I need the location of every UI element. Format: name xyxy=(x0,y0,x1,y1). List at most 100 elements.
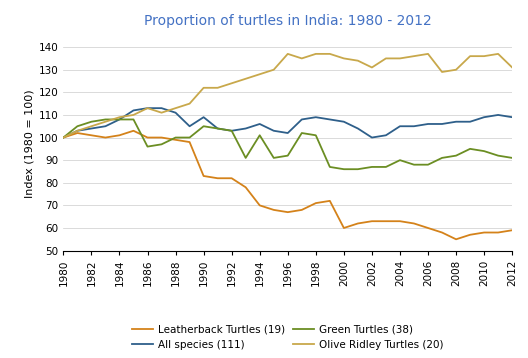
All species (111) xyxy=(439,122,445,126)
All species (111) xyxy=(74,129,81,133)
Green Turtles (38) xyxy=(102,117,109,122)
Leatherback Turtles (19) xyxy=(439,230,445,234)
Olive Ridley Turtles (20) xyxy=(60,135,67,140)
Green Turtles (38) xyxy=(60,135,67,140)
Olive Ridley Turtles (20) xyxy=(383,56,389,61)
Green Turtles (38) xyxy=(74,124,81,129)
All species (111) xyxy=(383,133,389,137)
Olive Ridley Turtles (20) xyxy=(173,106,179,110)
Olive Ridley Turtles (20) xyxy=(509,65,515,69)
Y-axis label: Index (1980 = 100): Index (1980 = 100) xyxy=(25,89,34,198)
All species (111) xyxy=(327,117,333,122)
Olive Ridley Turtles (20) xyxy=(270,68,277,72)
Olive Ridley Turtles (20) xyxy=(439,70,445,74)
All species (111) xyxy=(242,126,249,131)
Olive Ridley Turtles (20) xyxy=(144,106,150,110)
Leatherback Turtles (19) xyxy=(355,221,361,226)
All species (111) xyxy=(130,108,137,112)
Leatherback Turtles (19) xyxy=(60,135,67,140)
All species (111) xyxy=(369,135,375,140)
All species (111) xyxy=(467,120,473,124)
Green Turtles (38) xyxy=(397,158,403,162)
Green Turtles (38) xyxy=(144,144,150,149)
Green Turtles (38) xyxy=(313,133,319,137)
Leatherback Turtles (19) xyxy=(186,140,193,144)
Olive Ridley Turtles (20) xyxy=(425,52,431,56)
Leatherback Turtles (19) xyxy=(229,176,235,180)
Olive Ridley Turtles (20) xyxy=(467,54,473,58)
Green Turtles (38) xyxy=(116,117,122,122)
All species (111) xyxy=(229,129,235,133)
Leatherback Turtles (19) xyxy=(201,174,207,178)
All species (111) xyxy=(88,126,95,131)
Green Turtles (38) xyxy=(214,126,221,131)
Green Turtles (38) xyxy=(299,131,305,135)
Leatherback Turtles (19) xyxy=(509,228,515,232)
Leatherback Turtles (19) xyxy=(467,233,473,237)
Leatherback Turtles (19) xyxy=(74,131,81,135)
Olive Ridley Turtles (20) xyxy=(257,72,263,76)
All species (111) xyxy=(158,106,165,110)
Olive Ridley Turtles (20) xyxy=(341,56,347,61)
Green Turtles (38) xyxy=(242,156,249,160)
Green Turtles (38) xyxy=(453,154,459,158)
All species (111) xyxy=(397,124,403,129)
Olive Ridley Turtles (20) xyxy=(229,81,235,86)
Green Turtles (38) xyxy=(270,156,277,160)
Leatherback Turtles (19) xyxy=(173,138,179,142)
Title: Proportion of turtles in India: 1980 - 2012: Proportion of turtles in India: 1980 - 2… xyxy=(144,14,431,28)
Green Turtles (38) xyxy=(88,120,95,124)
All species (111) xyxy=(425,122,431,126)
Green Turtles (38) xyxy=(130,117,137,122)
Olive Ridley Turtles (20) xyxy=(355,58,361,63)
Leatherback Turtles (19) xyxy=(369,219,375,223)
Green Turtles (38) xyxy=(369,165,375,169)
All species (111) xyxy=(60,135,67,140)
Green Turtles (38) xyxy=(327,165,333,169)
Legend: Leatherback Turtles (19), All species (111), Green Turtles (38), Olive Ridley Tu: Leatherback Turtles (19), All species (1… xyxy=(132,325,444,350)
All species (111) xyxy=(102,124,109,129)
Leatherback Turtles (19) xyxy=(425,226,431,230)
Olive Ridley Turtles (20) xyxy=(158,111,165,115)
Leatherback Turtles (19) xyxy=(495,230,501,234)
Line: Green Turtles (38): Green Turtles (38) xyxy=(63,120,512,169)
Line: Olive Ridley Turtles (20): Olive Ridley Turtles (20) xyxy=(63,54,512,137)
Green Turtles (38) xyxy=(229,129,235,133)
Leatherback Turtles (19) xyxy=(481,230,487,234)
All species (111) xyxy=(214,126,221,131)
Leatherback Turtles (19) xyxy=(242,185,249,189)
Green Turtles (38) xyxy=(467,147,473,151)
Leatherback Turtles (19) xyxy=(144,135,150,140)
All species (111) xyxy=(116,117,122,122)
All species (111) xyxy=(201,115,207,119)
Green Turtles (38) xyxy=(158,142,165,146)
Olive Ridley Turtles (20) xyxy=(242,77,249,81)
Green Turtles (38) xyxy=(355,167,361,171)
Olive Ridley Turtles (20) xyxy=(369,65,375,69)
Green Turtles (38) xyxy=(285,154,291,158)
All species (111) xyxy=(509,115,515,119)
All species (111) xyxy=(186,124,193,129)
Green Turtles (38) xyxy=(186,135,193,140)
Olive Ridley Turtles (20) xyxy=(495,52,501,56)
All species (111) xyxy=(453,120,459,124)
Olive Ridley Turtles (20) xyxy=(481,54,487,58)
Leatherback Turtles (19) xyxy=(341,226,347,230)
Green Turtles (38) xyxy=(257,133,263,137)
All species (111) xyxy=(495,113,501,117)
Leatherback Turtles (19) xyxy=(270,208,277,212)
Green Turtles (38) xyxy=(341,167,347,171)
Green Turtles (38) xyxy=(383,165,389,169)
All species (111) xyxy=(299,117,305,122)
Leatherback Turtles (19) xyxy=(411,221,417,226)
Leatherback Turtles (19) xyxy=(383,219,389,223)
Leatherback Turtles (19) xyxy=(88,133,95,137)
Olive Ridley Turtles (20) xyxy=(327,52,333,56)
Green Turtles (38) xyxy=(411,163,417,167)
All species (111) xyxy=(341,120,347,124)
Green Turtles (38) xyxy=(425,163,431,167)
Olive Ridley Turtles (20) xyxy=(299,56,305,61)
All species (111) xyxy=(285,131,291,135)
Leatherback Turtles (19) xyxy=(313,201,319,205)
All species (111) xyxy=(313,115,319,119)
